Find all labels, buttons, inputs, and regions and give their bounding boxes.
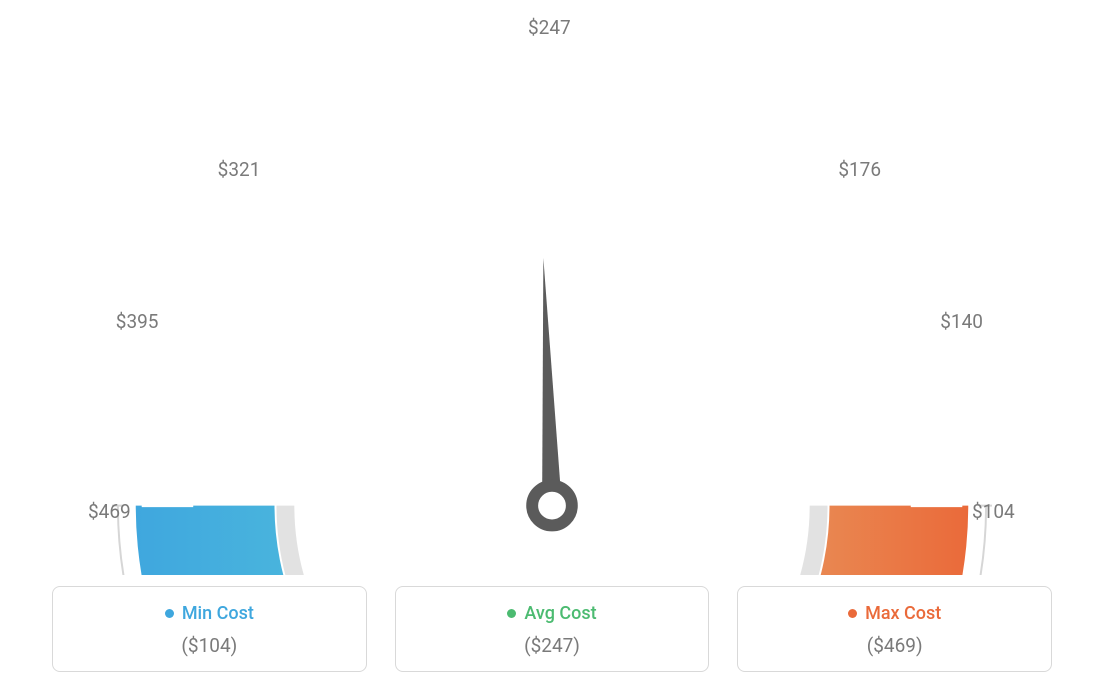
gauge-svg [52, 20, 1052, 575]
legend-dot-max [848, 609, 857, 618]
legend-value-min: ($104) [53, 634, 366, 657]
cost-gauge-chart: $104 $140 $176 $247 $321 $395 $469 Min Cost ($… [0, 0, 1104, 690]
legend-title-max: Max Cost [865, 603, 941, 624]
gauge-area: $104 $140 $176 $247 $321 $395 $469 [0, 0, 1104, 575]
legend-dot-avg [507, 609, 516, 618]
gauge-tick-label: $140 [940, 310, 983, 333]
gauge-tick-label: $395 [116, 310, 159, 333]
gauge-tick-label: $321 [218, 158, 261, 181]
gauge-tick-label: $469 [88, 500, 131, 523]
legend-row: Min Cost ($104) Avg Cost ($247) Max Cost… [52, 586, 1052, 672]
gauge-tick-label: $247 [528, 16, 571, 39]
legend-card-avg: Avg Cost ($247) [395, 586, 710, 672]
gauge-tick-label: $104 [972, 500, 1015, 523]
gauge-tick-label: $176 [838, 158, 881, 181]
legend-title-avg: Avg Cost [524, 603, 596, 624]
legend-title-min: Min Cost [182, 603, 254, 624]
legend-value-avg: ($247) [396, 634, 709, 657]
legend-card-min: Min Cost ($104) [52, 586, 367, 672]
legend-card-max: Max Cost ($469) [737, 586, 1052, 672]
legend-dot-min [165, 609, 174, 618]
legend-value-max: ($469) [738, 634, 1051, 657]
